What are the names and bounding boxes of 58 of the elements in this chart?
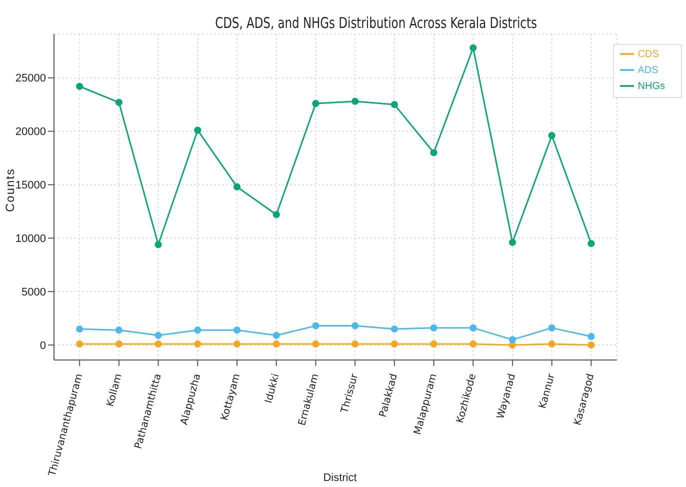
point: [470, 44, 477, 52]
point: [352, 340, 359, 348]
point: [430, 324, 438, 332]
point: [470, 340, 477, 348]
point: [508, 341, 516, 349]
legend-label: ADS: [638, 65, 658, 76]
y-tick-label: 25000: [15, 72, 46, 85]
point: [548, 340, 556, 348]
point: [430, 340, 438, 348]
y-tick-label: 0: [40, 340, 46, 352]
point: [272, 332, 280, 339]
point: [390, 325, 398, 333]
point: [194, 326, 202, 334]
y-axis-title: Counts: [3, 166, 17, 214]
x-tick-label: Thrissur: [339, 372, 361, 416]
point: [352, 322, 359, 330]
point: [115, 98, 122, 106]
point: [548, 132, 556, 140]
point: [548, 324, 556, 332]
x-axis-title: District: [322, 472, 358, 484]
x-tick-label: Kollam: [105, 372, 124, 408]
point: [508, 336, 516, 344]
legend-label: CDS: [638, 49, 659, 60]
point: [233, 326, 241, 334]
point: [508, 238, 516, 246]
point: [470, 324, 477, 332]
legend-label: NHGs: [638, 81, 665, 92]
point: [588, 341, 595, 349]
point: [588, 332, 595, 340]
point: [76, 340, 84, 348]
point: [312, 340, 320, 348]
y-tick-label: 10000: [15, 233, 46, 246]
point: [154, 332, 162, 339]
chart-title: CDS, ADS, and NHGs Distribution Across Kerala Districts: [214, 14, 538, 32]
point: [194, 126, 202, 134]
point: [430, 149, 438, 156]
point: [115, 340, 122, 348]
point: [312, 100, 320, 108]
point: [352, 98, 359, 105]
point: [272, 340, 280, 348]
y-tick-label: 20000: [15, 126, 46, 138]
point: [390, 340, 398, 348]
point: [154, 340, 162, 348]
point: [312, 322, 320, 330]
y-tick-label: 5000: [22, 286, 46, 298]
point: [115, 326, 122, 334]
y-tick-label: 15000: [15, 180, 46, 192]
x-tick-label: Kannur: [538, 372, 558, 410]
point: [588, 240, 595, 248]
point: [154, 241, 162, 248]
point: [194, 340, 202, 348]
point: [272, 211, 280, 218]
point: [390, 100, 398, 108]
point: [76, 325, 84, 333]
x-tick-label: Idukki: [264, 372, 282, 404]
point: [76, 82, 84, 90]
point: [233, 340, 241, 348]
point: [233, 183, 241, 190]
